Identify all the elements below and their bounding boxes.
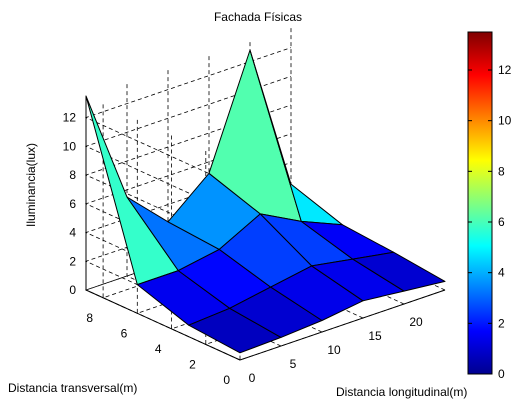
y-tick-label-4: 8 — [86, 311, 93, 325]
z-tick-label-6: 12 — [63, 111, 77, 125]
z-tick-label-1: 2 — [69, 254, 76, 268]
colorbar-tick-label-3: 6 — [498, 215, 505, 229]
x-axis-line — [239, 289, 446, 361]
y-axis-line — [85, 289, 241, 361]
colorbar: 0 2 4 6 8 10 12 — [467, 31, 512, 381]
colorbar-bar — [467, 31, 493, 375]
z-tick-label-2: 4 — [69, 226, 76, 240]
colorbar-tick-label-4: 8 — [498, 164, 505, 178]
z-axis-label: Iluminancia(lux) — [24, 143, 38, 227]
y-axis-label: Distancia transversal(m) — [8, 381, 137, 395]
x-tick-label-0: 0 — [249, 371, 256, 385]
z-tick-label-4: 8 — [69, 168, 76, 182]
colorbar-tick-label-0: 0 — [498, 367, 505, 381]
z-tick-label-5: 10 — [63, 139, 77, 153]
x-tick-label-3: 15 — [368, 329, 382, 343]
x-tick-label-4: 20 — [409, 315, 423, 329]
colorbar-tick-label-2: 4 — [498, 266, 505, 280]
x-tick-label-1: 5 — [290, 357, 297, 371]
tick-layer: 0 2 4 6 8 10 12 0 5 10 15 20 0 2 4 6 8 — [63, 111, 423, 387]
surface-face-0-4 — [352, 251, 446, 292]
surface-layer — [85, 49, 446, 354]
axis-layer — [85, 96, 446, 361]
y-tick-label-1: 2 — [189, 357, 196, 371]
y-tick-label-2: 4 — [155, 342, 162, 356]
z-tick-label-0: 0 — [69, 283, 76, 297]
x-tick-label-2: 10 — [327, 343, 341, 357]
y-tick-label-3: 6 — [121, 326, 128, 340]
z-tick-label-3: 6 — [69, 197, 76, 211]
y-tick-label-0: 0 — [223, 373, 230, 387]
colorbar-tick-label-6: 12 — [498, 63, 512, 77]
colorbar-tick-label-5: 10 — [498, 114, 512, 128]
chart-title: Fachada Físicas — [214, 10, 302, 24]
x-axis-label: Distancia longitudinal(m) — [336, 385, 467, 399]
colorbar-tick-label-1: 2 — [498, 316, 505, 330]
